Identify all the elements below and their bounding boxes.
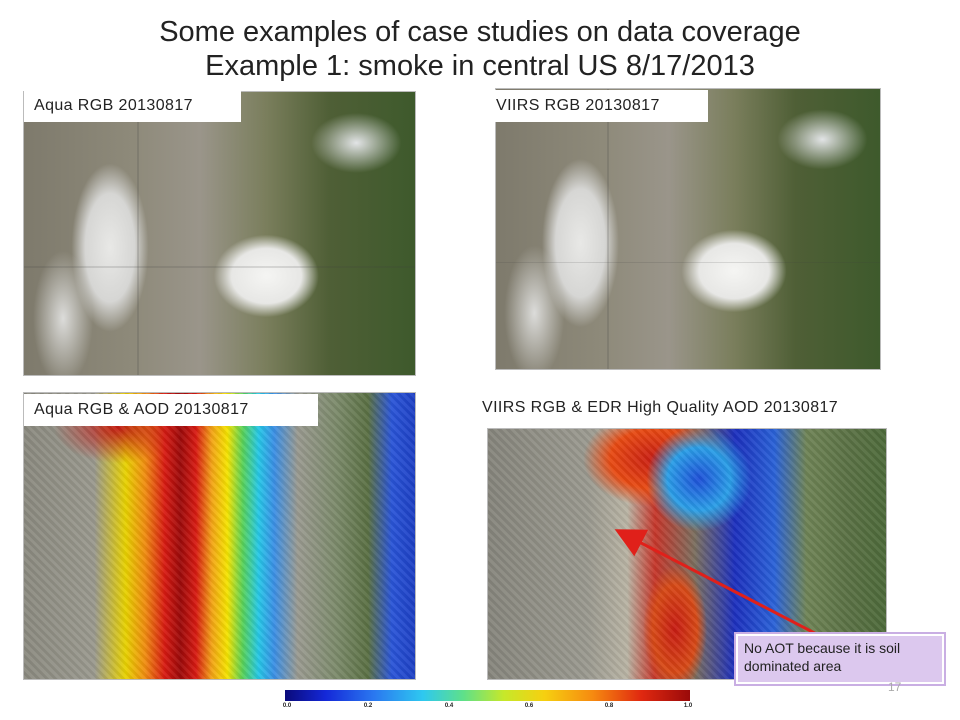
- viirs-rgb-image: [495, 88, 881, 370]
- aqua-aod-image: [23, 392, 416, 680]
- aqua-rgb-label: Aqua RGB 20130817: [24, 90, 241, 122]
- aqua-aod-label: Aqua RGB & AOD 20130817: [24, 394, 318, 426]
- aqua-rgb-image: [23, 91, 416, 376]
- colorbar-tick: 1.0: [683, 703, 693, 709]
- colorbar-tick: 0.2: [363, 703, 373, 709]
- aod-colorbar: [285, 690, 690, 701]
- page-number: 17: [888, 680, 902, 694]
- viirs-rgb-label: VIIRS RGB 20130817: [486, 90, 708, 122]
- arrow-line: [614, 529, 829, 642]
- slide-title: Some examples of case studies on data co…: [159, 16, 801, 48]
- viirs-aod-image: [487, 428, 887, 680]
- viirs-aod-label: VIIRS RGB & EDR High Quality AOD 2013081…: [482, 399, 839, 416]
- slide-subtitle: Example 1: smoke in central US 8/17/2013: [205, 50, 755, 82]
- callout-note: No AOT because it is soil dominated area: [734, 632, 946, 686]
- colorbar-tick: 0.6: [524, 703, 534, 709]
- colorbar-tick: 0.0: [282, 703, 292, 709]
- colorbar-tick: 0.4: [444, 703, 454, 709]
- colorbar-tick: 0.8: [604, 703, 614, 709]
